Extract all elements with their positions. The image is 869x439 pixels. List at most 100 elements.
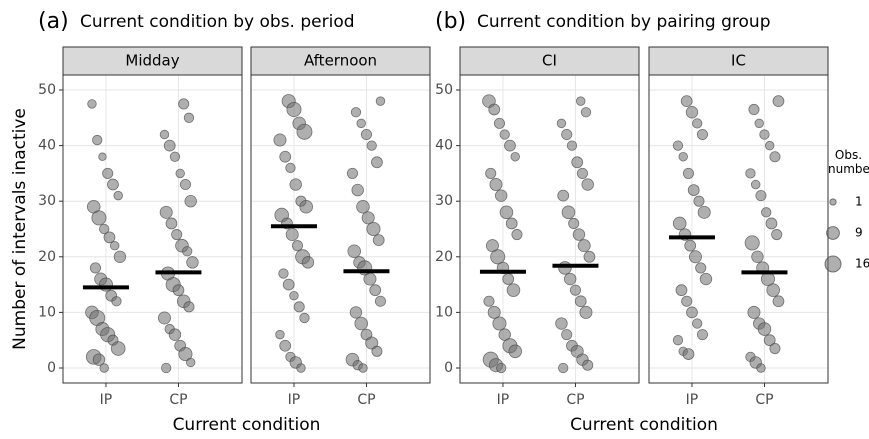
x-tick-label: IP <box>288 392 301 408</box>
y-tick-label: 10 <box>435 304 453 320</box>
point <box>680 95 693 108</box>
point <box>99 223 110 235</box>
point <box>495 189 508 202</box>
point <box>99 363 109 373</box>
point <box>350 107 362 118</box>
point <box>87 99 97 109</box>
y-tick-label: 10 <box>38 304 56 320</box>
point <box>185 357 196 368</box>
point <box>682 167 694 179</box>
point <box>580 107 592 118</box>
point <box>756 363 766 373</box>
point <box>169 151 181 162</box>
strip-label: Afternoon <box>304 52 377 70</box>
point <box>356 199 370 214</box>
point <box>566 140 578 151</box>
point <box>564 272 577 286</box>
x-axis-label: Current condition <box>570 415 718 435</box>
point <box>374 295 386 307</box>
point <box>504 139 516 152</box>
point <box>279 150 292 163</box>
panel-title: Current condition by pairing group <box>477 12 771 32</box>
point <box>569 284 581 296</box>
panel-border <box>459 74 640 384</box>
point <box>171 229 183 241</box>
point <box>759 129 770 140</box>
y-axis-label: Number of intervals inactive <box>10 108 30 350</box>
legend-key <box>829 198 837 206</box>
point <box>678 152 688 162</box>
point <box>745 168 756 179</box>
point <box>581 178 594 191</box>
point <box>699 272 713 286</box>
point <box>696 128 708 141</box>
x-tick-label: CP <box>755 392 773 408</box>
y-tick-label: 30 <box>435 193 453 209</box>
point <box>161 362 172 374</box>
point <box>568 217 580 229</box>
point <box>687 184 700 196</box>
point <box>682 348 695 360</box>
panel-label: (b) <box>435 9 466 34</box>
point <box>748 103 760 116</box>
point <box>485 167 497 179</box>
point <box>572 228 586 241</box>
point <box>499 129 510 140</box>
point <box>163 139 176 152</box>
point <box>182 246 193 257</box>
y-tick-label: 40 <box>38 138 56 154</box>
point <box>487 305 501 319</box>
point <box>772 95 785 108</box>
point <box>558 362 569 374</box>
point <box>695 262 707 274</box>
point <box>492 316 507 331</box>
point <box>372 234 385 246</box>
point <box>365 336 379 350</box>
x-tick-label: IP <box>100 392 113 408</box>
point <box>165 217 178 230</box>
point <box>285 228 299 242</box>
point <box>755 190 767 202</box>
x-tick-label: CP <box>566 392 584 408</box>
point <box>511 229 523 241</box>
point <box>296 363 306 373</box>
y-tick-label: 50 <box>38 82 56 98</box>
legend-title-box: Obs. number <box>828 148 869 176</box>
point <box>684 239 697 252</box>
point <box>696 329 708 341</box>
x-tick-label: CP <box>169 392 187 408</box>
point <box>369 284 382 297</box>
point <box>375 96 386 106</box>
panel-border <box>250 74 431 384</box>
point <box>750 179 761 190</box>
y-tick-label: 20 <box>38 249 56 265</box>
point <box>571 156 584 169</box>
point <box>159 129 170 140</box>
point <box>175 168 185 179</box>
point <box>109 240 120 251</box>
y-tick-label: 0 <box>47 360 56 376</box>
point <box>763 334 776 347</box>
point <box>583 250 596 263</box>
point <box>366 140 377 151</box>
point <box>508 344 522 359</box>
point <box>692 318 703 329</box>
point <box>579 305 593 319</box>
point <box>360 128 372 141</box>
legend-label: 16 <box>855 257 869 271</box>
point <box>692 118 703 129</box>
y-tick-label: 30 <box>38 193 56 209</box>
point <box>557 189 570 202</box>
point <box>502 273 515 285</box>
point <box>275 329 285 340</box>
point <box>483 295 495 307</box>
point <box>506 283 521 297</box>
x-tick-label: CP <box>357 392 375 408</box>
point <box>103 231 116 244</box>
point <box>489 178 503 192</box>
panel-label: (a) <box>38 9 69 34</box>
point <box>358 363 368 373</box>
strip <box>250 46 431 76</box>
point <box>346 167 358 179</box>
point <box>186 256 199 269</box>
